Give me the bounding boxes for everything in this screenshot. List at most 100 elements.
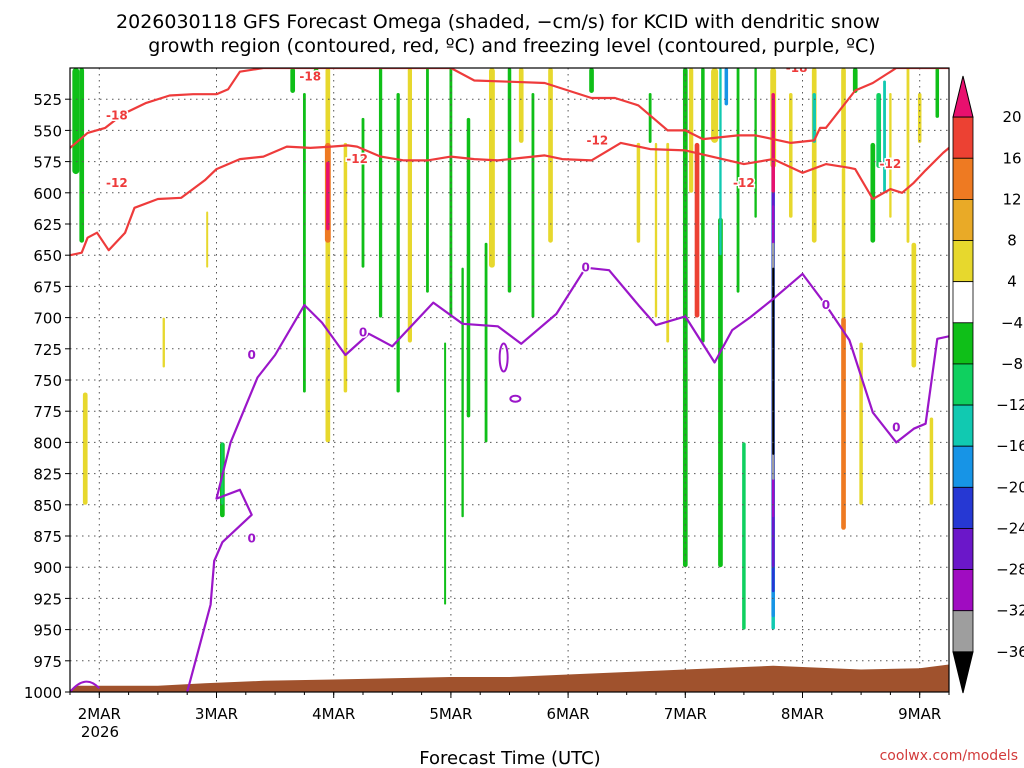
- y-tick-label: 925: [33, 590, 62, 608]
- contour-line: [70, 141, 949, 257]
- contour-label: -18: [106, 108, 128, 122]
- y-tick-label: 775: [33, 403, 62, 421]
- colorbar-swatch: [952, 528, 974, 571]
- y-tick-label: 700: [33, 310, 62, 328]
- omega-shade-cell: [935, 68, 940, 118]
- chart-title-line-2: growth region (contoured, red, ºC) and f…: [148, 35, 875, 57]
- x-tick-label: 2MAR: [78, 705, 121, 723]
- omega-shade-cell: [206, 211, 209, 268]
- omega-shade-cell: [724, 68, 729, 106]
- omega-shade-cell: [859, 342, 863, 505]
- omega-shade-cell: [407, 68, 412, 343]
- omega-shade-cell: [507, 68, 512, 293]
- x-tick-label: 5MAR: [429, 705, 472, 723]
- contour-label: 0: [582, 261, 590, 275]
- contour-label: -12: [106, 176, 128, 190]
- contour-line: [70, 68, 949, 149]
- omega-shade-cell: [162, 317, 165, 368]
- omega-shade-cell: [870, 142, 876, 243]
- contours: -18 -18 -18 -12 -12 -12 -12 -12 0 0 0 0 0 0: [70, 68, 949, 692]
- contour-label: 0: [359, 326, 367, 340]
- colorbar-bottom-arrow: [952, 651, 974, 694]
- omega-shade-cell: [82, 392, 88, 505]
- omega-shade-cell: [343, 142, 348, 393]
- omega-shade-cell: [531, 92, 535, 318]
- y-tick-label: 850: [33, 497, 62, 515]
- omega-shade-cell: [426, 68, 429, 293]
- y-tick-label: 525: [33, 91, 62, 109]
- omega-shade-cell: [906, 68, 910, 243]
- x-tick-label: 9MAR: [898, 705, 941, 723]
- omega-shade-cell: [718, 217, 723, 568]
- y-tick-label: 1000: [24, 684, 62, 702]
- x-tick-year: 2026: [81, 723, 119, 741]
- omega-shade-cell: [290, 68, 296, 93]
- omega-shade-cell: [466, 117, 471, 418]
- omega-shade-cell: [771, 92, 775, 193]
- colorbar-swatch: [952, 157, 974, 200]
- contour-label: -12: [346, 152, 368, 166]
- omega-shade-cell: [852, 68, 858, 93]
- colorbar-swatch: [952, 610, 974, 653]
- y-tick-label: 900: [33, 559, 62, 577]
- y-tick-label: 725: [33, 341, 62, 359]
- x-axis: 2MAR 3MAR 4MAR 5MAR 6MAR 7MAR 8MAR 9MAR: [69, 692, 950, 723]
- contour-label: 0: [247, 348, 255, 362]
- colorbar-swatch: [952, 445, 974, 488]
- omega-shade-cell: [589, 68, 594, 93]
- colorbar-swatch: [952, 569, 974, 612]
- colorbar-label: −24: [996, 519, 1024, 537]
- credit-text: coolwx.com/models: [880, 748, 1018, 764]
- omega-shade-cell: [548, 68, 553, 243]
- omega-shade-cell: [378, 68, 383, 318]
- omega-shade-cell: [841, 68, 846, 168]
- colorbar-label: 4: [1007, 273, 1017, 291]
- contour-loop: [498, 342, 509, 373]
- colorbar-top-arrow: [952, 75, 974, 118]
- x-tick-label: 4MAR: [312, 705, 355, 723]
- omega-shade-cell: [917, 92, 922, 143]
- colorbar-swatch: [952, 281, 974, 324]
- colorbar-label: −28: [996, 561, 1024, 579]
- y-tick-label: 650: [33, 247, 62, 265]
- omega-shade-cell: [911, 242, 917, 368]
- terrain-ground: [70, 664, 949, 692]
- omega-shade-cell: [772, 267, 775, 455]
- omega-shade-cell: [929, 417, 934, 505]
- omega-shade-cell: [666, 142, 670, 343]
- omega-shade-cell: [701, 68, 705, 343]
- omega-shade-cell: [889, 92, 892, 218]
- y-tick-label: 575: [33, 154, 62, 172]
- colorbar: 20 16 12 8 4 −4 −8 −12 −16 −20 −24 −28 −32 −36: [952, 75, 1024, 694]
- y-tick-label: 675: [33, 278, 62, 296]
- y-tick-label: 975: [33, 653, 62, 671]
- x-tick-label: 8MAR: [781, 705, 824, 723]
- y-tick-label: 550: [33, 122, 62, 140]
- y-tick-label: 800: [33, 434, 62, 452]
- contour-label: -12: [733, 176, 755, 190]
- colorbar-label: 16: [1002, 149, 1021, 167]
- omega-shade-cell: [636, 142, 641, 243]
- contour-label: 0: [822, 298, 830, 312]
- contour-line: [186, 266, 949, 692]
- colorbar-label: −12: [996, 396, 1024, 414]
- y-tick-label: 600: [33, 185, 62, 203]
- colorbar-swatch: [952, 116, 974, 159]
- y-tick-label: 825: [33, 466, 62, 484]
- contour-label: 0: [892, 420, 900, 434]
- omega-shade-cell: [444, 342, 447, 605]
- colorbar-swatch: [952, 322, 974, 365]
- colorbar-label: −4: [1001, 314, 1023, 332]
- x-tick-label: 7MAR: [664, 705, 707, 723]
- colorbar-label: 8: [1007, 232, 1017, 250]
- ground-fill: [70, 664, 949, 692]
- omega-shade-cell: [841, 317, 846, 530]
- omega-shade-cell: [789, 92, 793, 218]
- omega-shade-cell: [484, 242, 488, 443]
- x-tick-label: 3MAR: [195, 705, 238, 723]
- contour-label: -18: [299, 70, 321, 84]
- omega-shade-cell: [302, 92, 306, 393]
- omega-shade-cell: [72, 68, 80, 175]
- omega-shade-cell: [361, 117, 365, 268]
- omega-shade-cell: [742, 442, 746, 630]
